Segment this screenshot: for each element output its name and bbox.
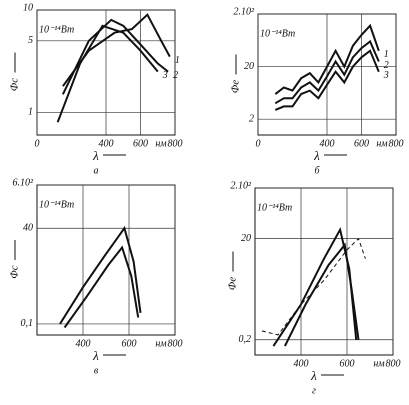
- x-unit: нм: [155, 138, 167, 149]
- y-tick-label: 20: [244, 61, 254, 72]
- series-label: 3: [383, 70, 389, 81]
- x-axis-label: λ: [92, 348, 99, 363]
- series-line: [274, 39, 380, 105]
- panel-caption: в: [94, 365, 99, 376]
- y-tick-label: 0,1: [21, 318, 34, 329]
- series-label: 2: [384, 60, 389, 71]
- series-line: [261, 237, 366, 336]
- y-tick-label: 2.10²: [231, 180, 253, 191]
- panel-caption: а: [94, 165, 99, 176]
- series-label: 1: [384, 49, 389, 60]
- y-axis-label: Φe: [230, 80, 242, 93]
- x-tick-label: 0: [35, 138, 40, 149]
- y-tick-label: 40: [23, 223, 33, 234]
- y-tick-label: 1: [28, 107, 33, 118]
- x-tick-label: 800: [389, 138, 404, 149]
- series-label: 3: [162, 70, 168, 81]
- x-tick-label: 600: [122, 338, 137, 349]
- y-tick-label: 2: [249, 113, 254, 124]
- y-axis-label: Φc: [9, 265, 21, 278]
- panel-caption: г: [312, 385, 316, 396]
- x-tick-label: 600: [354, 138, 369, 149]
- x-unit: нм: [376, 138, 388, 149]
- y-tick-label: 5: [28, 35, 33, 46]
- series-line: [274, 49, 380, 111]
- y-unit: 10⁻¹⁴Вт: [260, 28, 295, 39]
- x-tick-label: 400: [99, 138, 114, 149]
- x-tick-label: 400: [294, 358, 309, 369]
- x-tick-label: 800: [168, 338, 183, 349]
- y-tick-label: 0,2: [239, 334, 252, 345]
- x-unit: нм: [373, 358, 385, 369]
- series-line: [61, 18, 169, 95]
- series-line: [56, 24, 159, 123]
- series-line: [284, 242, 360, 347]
- panel-caption: б: [314, 165, 320, 176]
- y-unit: 10⁻¹⁴Вт: [39, 24, 74, 35]
- series-label: 1: [175, 55, 180, 66]
- series-line: [59, 225, 142, 325]
- x-tick-label: 600: [340, 358, 355, 369]
- x-tick-label: 600: [133, 138, 148, 149]
- x-tick-label: 800: [168, 138, 183, 149]
- x-unit: нм: [155, 338, 167, 349]
- y-axis-label: Φe: [227, 277, 239, 290]
- x-tick-label: 0: [256, 138, 261, 149]
- x-tick-label: 800: [386, 358, 401, 369]
- y-tick-label: 2.10²: [234, 6, 256, 17]
- series-line: [274, 23, 380, 95]
- y-tick-label: 6.10²: [13, 177, 35, 188]
- x-axis-label: λ: [92, 148, 99, 163]
- series-line: [62, 13, 171, 87]
- x-tick-label: 400: [76, 338, 91, 349]
- x-axis-label: λ: [310, 368, 317, 383]
- series-label: 2: [173, 70, 178, 81]
- y-tick-label: 20: [241, 233, 251, 244]
- y-unit: 10⁻¹⁴Вт: [39, 199, 74, 210]
- x-axis-label: λ: [313, 148, 320, 163]
- y-unit: 10⁻¹⁴Вт: [257, 202, 292, 213]
- y-axis-label: Φc: [9, 78, 21, 91]
- x-tick-label: 400: [320, 138, 335, 149]
- y-tick-label: 10: [23, 2, 33, 13]
- series-line: [63, 245, 140, 329]
